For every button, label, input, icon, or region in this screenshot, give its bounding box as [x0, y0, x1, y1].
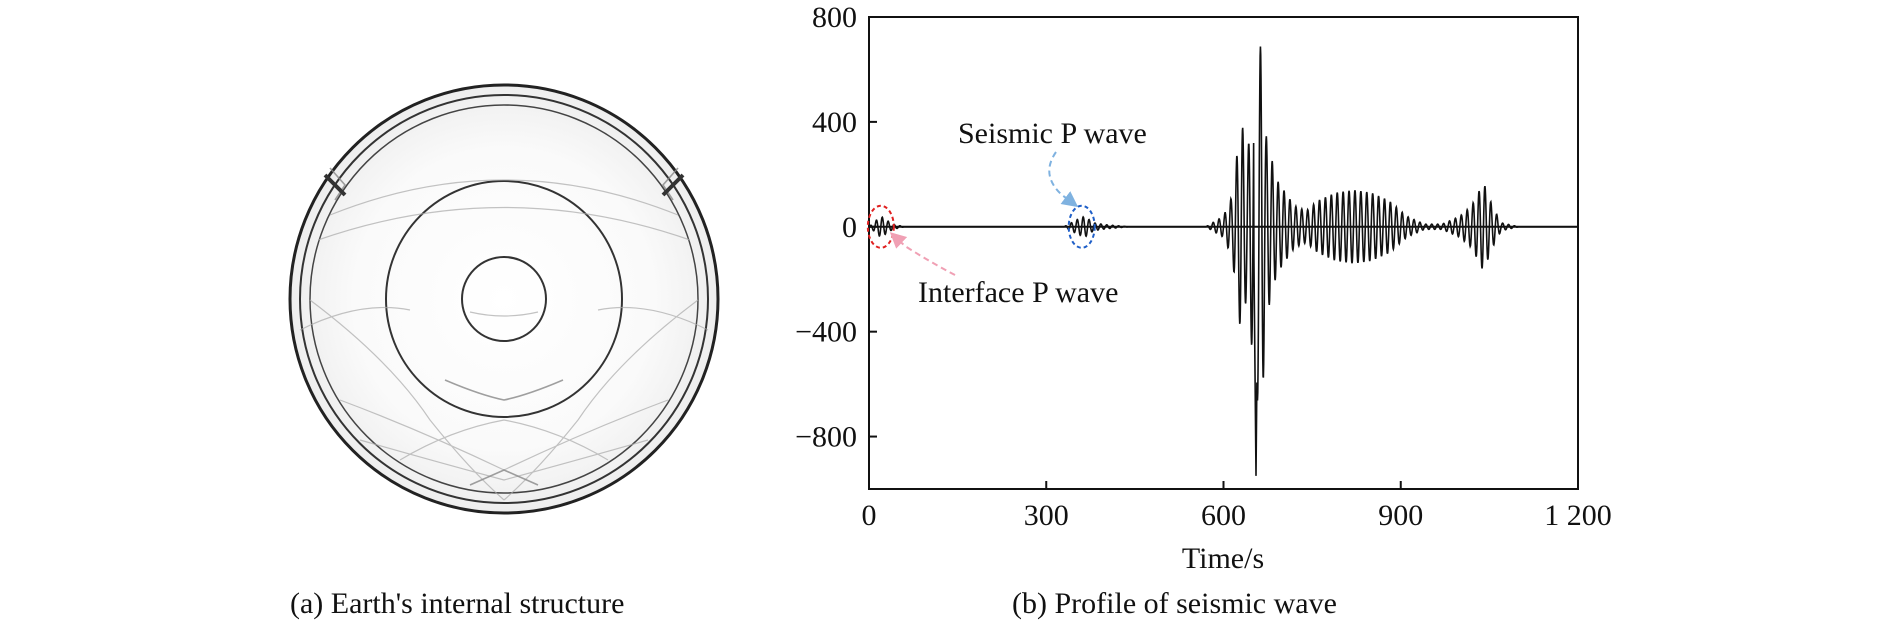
- interface-p-wave-marker: [866, 204, 895, 249]
- y-tick-label: 0: [842, 211, 857, 244]
- seismic-series-line: [868, 46, 1578, 476]
- seismic-wave-chart: 0 300 600 900 1 200 800 400 0 −400 −800 Time/s S…: [795, 1, 1612, 575]
- panel-a-caption: (a) Earth's internal structure: [290, 587, 624, 620]
- x-axis-label: Time/s: [1182, 542, 1264, 575]
- x-tick-label: 300: [1024, 499, 1069, 532]
- interface-p-wave-arrow: [889, 232, 956, 276]
- seismic-p-wave-label: Seismic P wave: [958, 117, 1147, 150]
- seismic-p-wave-arrow: [1048, 151, 1079, 208]
- x-axis: 0 300 600 900 1 200: [862, 481, 1612, 532]
- seismic-p-wave-marker: [1067, 204, 1096, 249]
- x-tick-label: 900: [1378, 499, 1423, 532]
- x-tick-label: 600: [1201, 499, 1246, 532]
- interface-p-wave-label: Interface P wave: [918, 276, 1118, 309]
- y-tick-label: 400: [812, 106, 857, 139]
- plot-frame: [868, 16, 1579, 490]
- x-tick-label: 1 200: [1544, 499, 1612, 532]
- x-tick-label: 0: [862, 499, 877, 532]
- y-tick-label: −800: [795, 421, 857, 454]
- y-axis: 800 400 0 −400 −800: [795, 1, 877, 454]
- y-tick-label: −400: [795, 316, 857, 349]
- y-tick-label: 800: [812, 1, 857, 34]
- panel-b-caption: (b) Profile of seismic wave: [1012, 587, 1337, 620]
- earth-cross-section-image: [288, 83, 720, 515]
